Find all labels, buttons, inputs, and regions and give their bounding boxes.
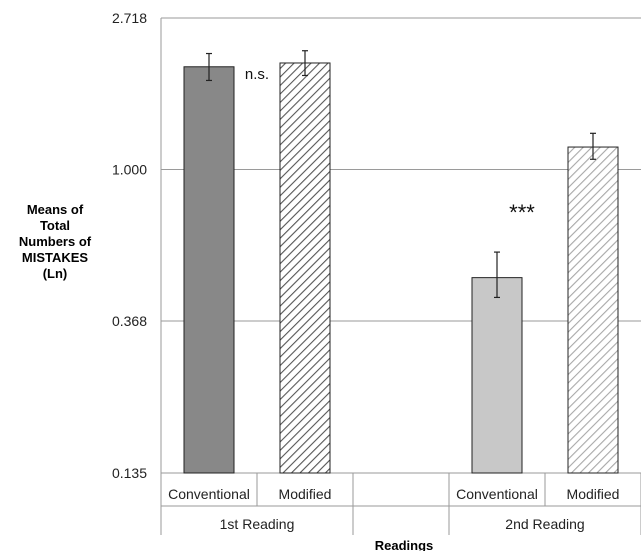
- group-label: 2nd Reading: [505, 516, 584, 532]
- x-tick-label: Conventional: [456, 486, 538, 502]
- x-tick-label: Modified: [567, 486, 620, 502]
- bar: [279, 62, 331, 474]
- y-axis-title-line: Numbers of: [18, 234, 92, 249]
- y-axis-title: Means of Total Numbers of MISTAKES (Ln): [0, 202, 110, 282]
- y-axis-title-line: (Ln): [42, 266, 68, 281]
- y-axis-title-line: Means of: [26, 202, 84, 217]
- y-tick-label: 0.368: [112, 313, 147, 329]
- y-tick-label: 1.000: [112, 162, 147, 178]
- x-tick-label: Conventional: [168, 486, 250, 502]
- group-label: 1st Reading: [220, 516, 295, 532]
- bar: [183, 66, 235, 474]
- y-axis-title-line: MISTAKES: [21, 250, 89, 265]
- bar: [567, 146, 619, 474]
- x-tick-label: Modified: [279, 486, 332, 502]
- bar: [471, 277, 523, 474]
- y-tick-label: 0.135: [112, 465, 147, 481]
- significance-annotation: n.s.: [245, 66, 269, 83]
- significance-annotation: ***: [509, 200, 535, 225]
- x-axis-title: Readings: [375, 538, 434, 551]
- y-tick-label: 2.718: [112, 10, 147, 26]
- y-axis-title-line: Total: [39, 218, 71, 233]
